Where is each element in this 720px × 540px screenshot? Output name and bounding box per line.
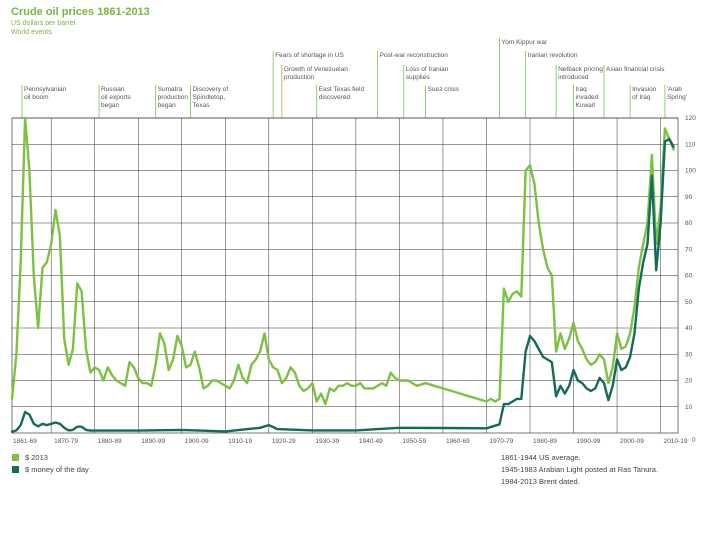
event-label-invasion: Invasion [632, 86, 657, 93]
legend-label-money-of-day: $ money of the day [25, 465, 89, 474]
event-label-production: production [284, 74, 315, 81]
y-tick-label-100: 100 [685, 168, 696, 175]
x-tick-label-1861-69: 1861-69 [13, 438, 37, 445]
y-tick-label-110: 110 [685, 141, 696, 148]
legend: $ 2013 $ money of the day [12, 453, 89, 474]
event-label-arab: 'Arab [667, 86, 682, 93]
event-label-sumatra: Sumatra [158, 86, 183, 93]
event-label-iranian-revolution: Iranian revolution [528, 52, 578, 59]
x-tick-label-1990-99: 1990-99 [577, 438, 601, 445]
legend-label-2013: $ 2013 [25, 453, 48, 462]
x-tick-label-1940-49: 1940-49 [359, 438, 383, 445]
x-tick-label-1910-19: 1910-19 [228, 438, 252, 445]
y-tick-label-80: 80 [685, 220, 693, 227]
x-axis-ticks: 1861-69 1870-79 1880-89 1890-99 1900-09 1910-… [13, 438, 688, 445]
event-label-supplies: supplies [406, 74, 431, 81]
x-tick-label-1890-99: 1890-99 [141, 438, 165, 445]
y-tick-label-30: 30 [685, 351, 693, 358]
source-note-3: 1984-2013 Brent dated. [501, 477, 580, 486]
x-tick-label-2000-09: 2000-09 [620, 438, 644, 445]
event-label-iraq: Iraq [576, 86, 588, 93]
series-lines [10, 116, 675, 433]
event-label-oil-exports: oil exports [101, 94, 131, 101]
chart-subtitle-units: US dollars per barrel [11, 20, 76, 27]
grid [11, 117, 679, 434]
series-line-2013 [10, 116, 675, 406]
x-tick-label-1980-89: 1980-89 [533, 438, 557, 445]
event-label-oil-boom: oil boom [24, 94, 49, 101]
event-label-texas: Texas [192, 102, 210, 109]
event-label-yom-kippur-war: Yom Kippur war [502, 39, 548, 46]
event-label-spring: Spring' [667, 94, 687, 101]
event-label-growth-of-venezuelan: Growth of Venezuelan [284, 66, 348, 73]
event-label-began: began [101, 102, 119, 109]
event-label-began: began [158, 102, 176, 109]
y-tick-label-50: 50 [685, 299, 693, 306]
event-label-pennsylvanian: Pennsylvanian [24, 86, 67, 93]
event-label-post-war-reconstruction: Post-war reconstruction [380, 52, 449, 59]
x-tick-label-1880-89: 1880-89 [98, 438, 122, 445]
event-label-netback-pricing: Netback pricing [558, 66, 603, 73]
event-label-asian-financial-crisis: Asian financial crisis [606, 66, 665, 73]
x-tick-label-1960-69: 1960-69 [446, 438, 470, 445]
event-label-loss-of-iranian: Loss of Iranian [406, 66, 449, 73]
x-tick-label-1950-59: 1950-59 [402, 438, 426, 445]
event-label-discovered: discovered [319, 94, 351, 101]
y-tick-label-120: 120 [685, 115, 696, 122]
y-tick-label-70: 70 [685, 246, 693, 253]
y-tick-label-60: 60 [685, 273, 693, 280]
chart-subtitle-events: World events [11, 29, 52, 36]
event-label-production: production [158, 94, 189, 101]
event-label-discovery-of: Discovery of [192, 86, 228, 93]
legend-swatch-money-of-day [12, 466, 19, 473]
event-label-fears-of-shortage-in-us: Fears of shortage in US [275, 52, 344, 59]
x-tick-label-2010-19: 2010-19 [664, 438, 688, 445]
source-note-1: 1861-1944 US average. [501, 453, 581, 462]
y-tick-label-0: 0 [692, 437, 696, 444]
chart-title: Crude oil prices 1861-2013 [11, 6, 150, 18]
event-label-east-texas-field: East Texas field [319, 86, 365, 93]
event-label-of-iraq: of Iraq [632, 94, 651, 101]
x-tick-label-1870-79: 1870-79 [54, 438, 78, 445]
y-tick-label-90: 90 [685, 194, 693, 201]
x-tick-label-1930-39: 1930-39 [315, 438, 339, 445]
y-tick-label-10: 10 [685, 404, 693, 411]
y-tick-label-20: 20 [685, 378, 693, 385]
event-label-spindletop: Spindletop, [192, 94, 225, 101]
event-label-suez-crisis: Suez crisis [428, 86, 460, 93]
event-label-invaded: invaded [576, 94, 599, 101]
legend-swatch-2013 [12, 454, 19, 461]
x-tick-label-1970-79: 1970-79 [489, 438, 513, 445]
source-note-2: 1945-1983 Arabian Light posted at Ras Ta… [501, 465, 658, 474]
event-label-russian: Russian [101, 86, 125, 93]
x-tick-label-1920-29: 1920-29 [272, 438, 296, 445]
event-label-introduced: introduced [558, 74, 589, 81]
y-tick-label-40: 40 [685, 325, 693, 332]
event-label-kuwait: Kuwait [576, 102, 596, 109]
series-line-money-of-the-day [10, 137, 675, 433]
source-notes: 1861-1944 US average. 1945-1983 Arabian … [501, 453, 658, 486]
x-tick-label-1900-09: 1900-09 [185, 438, 209, 445]
y-axis-ticks: 10 20 30 40 50 60 70 80 90 100 110 120 0 [685, 115, 696, 444]
